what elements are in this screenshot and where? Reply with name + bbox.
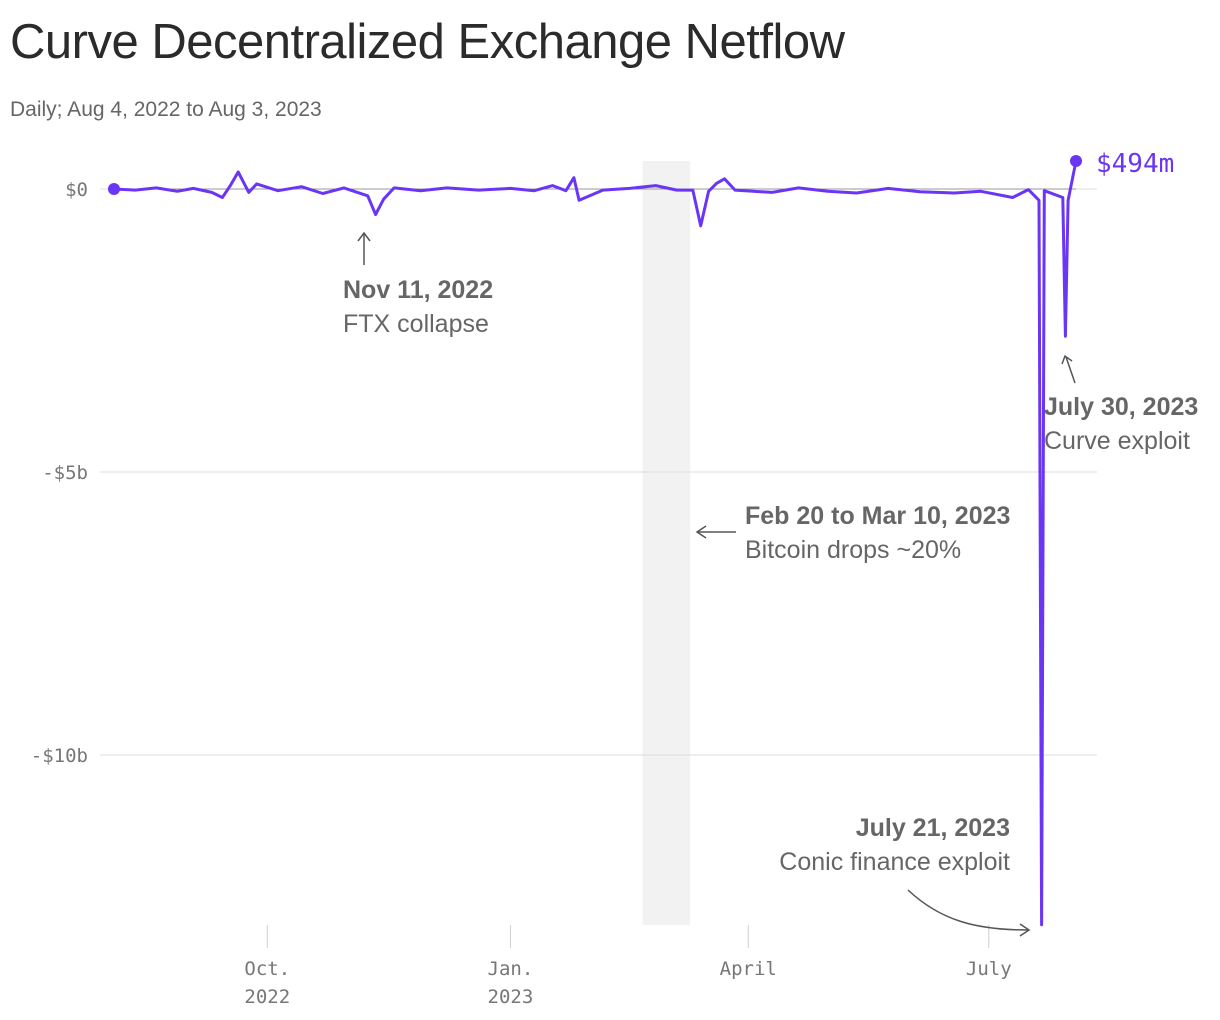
chart-subtitle: Daily; Aug 4, 2022 to Aug 3, 2023 (10, 98, 322, 121)
x-tick-label-3: July (966, 958, 1012, 980)
ftx-annotation-date: Nov 11, 2022 (343, 276, 493, 304)
y-tick-label-1: -$5b (42, 462, 88, 484)
x-tick-label-2: April (720, 958, 777, 980)
x-tick-label-1: Jan. (488, 958, 534, 980)
y-tick-label-0: $0 (65, 179, 88, 201)
x-tick-label-0: Oct. (244, 958, 290, 980)
shaded-region-bitcoin-drop (642, 161, 691, 925)
series-end-point (1070, 155, 1082, 168)
bitcoin-annotation-date: Feb 20 to Mar 10, 2023 (745, 502, 1010, 530)
conic-arrow-head (1019, 923, 1031, 937)
bitcoin-arrow-head (695, 525, 707, 539)
conic-arrow-curve (907, 889, 1029, 931)
conic-annotation-date: July 21, 2023 (856, 814, 1010, 842)
bitcoin-annotation-text: Bitcoin drops ~20% (745, 536, 961, 564)
x-tick-label-year-0: 2022 (244, 986, 290, 1008)
series-start-point (108, 183, 120, 195)
curve-arrow-head (1061, 354, 1073, 365)
ftx-annotation-text: FTX collapse (343, 310, 489, 338)
curve-annotation-text: Curve exploit (1044, 427, 1190, 455)
end-value-label: $494m (1096, 149, 1174, 179)
curve-annotation-date: July 30, 2023 (1044, 393, 1198, 421)
series-line-0 (113, 160, 1078, 927)
curve-arrow-line (1065, 356, 1076, 384)
y-tick-label-2: -$10b (31, 745, 88, 767)
ftx-arrow-head (357, 231, 371, 242)
x-tick-label-year-1: 2023 (488, 986, 534, 1008)
chart-title: Curve Decentralized Exchange Netflow (10, 15, 845, 69)
conic-annotation-text: Conic finance exploit (779, 848, 1010, 876)
